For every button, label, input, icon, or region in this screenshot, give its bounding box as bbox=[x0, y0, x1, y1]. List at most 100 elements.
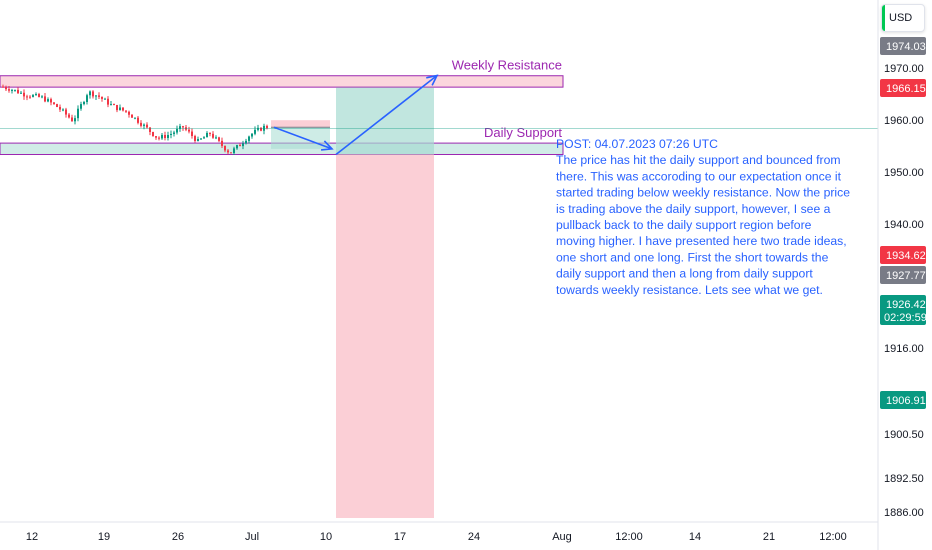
annotation-line: there. This was accoroding to our expect… bbox=[556, 169, 842, 183]
candle-body bbox=[86, 95, 88, 103]
annotation-line: POST: 04.07.2023 07:26 UTC bbox=[556, 137, 718, 151]
candle-body bbox=[254, 129, 256, 134]
annotation-line: towards weekly resistance. Lets see what… bbox=[556, 283, 823, 297]
candle-body bbox=[191, 131, 193, 137]
candle-body bbox=[230, 152, 232, 154]
candle-body bbox=[197, 139, 199, 141]
price-tag bbox=[880, 391, 926, 409]
price-tag bbox=[880, 295, 926, 325]
candle-body bbox=[248, 136, 250, 141]
long-arrow-head bbox=[426, 74, 439, 86]
short-stop-zone bbox=[271, 120, 330, 128]
weekly-resistance-label: Weekly Resistance bbox=[452, 58, 562, 73]
price-tag-value: 1966.15 bbox=[886, 83, 926, 95]
price-tag bbox=[880, 246, 926, 264]
candle-body bbox=[38, 94, 40, 97]
candle-body bbox=[119, 107, 121, 111]
short-arrow bbox=[273, 126, 333, 150]
candle-body bbox=[113, 104, 115, 106]
candle-body bbox=[44, 96, 46, 102]
candle-body bbox=[194, 136, 196, 141]
annotation-line: daily support and then a long from daily… bbox=[556, 267, 813, 281]
x-tick-label: 26 bbox=[172, 531, 184, 543]
currency-button[interactable]: USD bbox=[881, 4, 925, 32]
candle-body bbox=[50, 99, 52, 103]
price-tag-value: 1934.62 bbox=[886, 250, 926, 262]
candle-body bbox=[71, 117, 73, 122]
candle-body bbox=[209, 132, 211, 134]
candle-body bbox=[53, 102, 55, 105]
x-tick-label: 17 bbox=[394, 531, 406, 543]
candle-body bbox=[107, 98, 109, 105]
candle-body bbox=[89, 91, 91, 96]
x-tick-label: 19 bbox=[98, 531, 110, 543]
daily-support-label: Daily Support bbox=[484, 125, 562, 140]
candle-body bbox=[104, 98, 106, 100]
x-tick-label: Jul bbox=[245, 531, 259, 543]
candle-body bbox=[110, 104, 112, 106]
y-tick-label: 1916.00 bbox=[884, 343, 924, 355]
currency-indicator bbox=[882, 5, 885, 31]
price-tag-value: 1926.42 bbox=[886, 299, 926, 311]
candle-body bbox=[140, 122, 142, 126]
y-tick-label: 1892.50 bbox=[884, 473, 924, 485]
candle-body bbox=[77, 108, 79, 119]
long-arrow bbox=[335, 74, 438, 156]
weekly-resistance-zone bbox=[0, 75, 564, 88]
candles-layer bbox=[2, 84, 268, 156]
annotation-line: moving higher. I have presented here two… bbox=[556, 234, 847, 248]
candle-body bbox=[227, 150, 229, 153]
candle-body bbox=[143, 124, 145, 126]
candle-body bbox=[158, 137, 160, 139]
candle-body bbox=[134, 117, 136, 119]
candle-body bbox=[173, 132, 175, 134]
candle-body bbox=[221, 140, 223, 146]
candle-body bbox=[215, 137, 217, 139]
candle-body bbox=[266, 125, 268, 129]
candle-body bbox=[239, 145, 241, 147]
candle-body bbox=[26, 96, 28, 98]
price-tag-value: 1906.91 bbox=[886, 395, 926, 407]
candle-body bbox=[68, 114, 70, 118]
candle-body bbox=[20, 92, 22, 94]
candle-body bbox=[83, 102, 85, 105]
candle-body bbox=[179, 126, 181, 129]
candle-body bbox=[245, 140, 247, 144]
candle-body bbox=[176, 128, 178, 133]
candle-body bbox=[5, 87, 7, 90]
candle-body bbox=[32, 95, 34, 97]
x-tick-label: 10 bbox=[320, 531, 332, 543]
candle-body bbox=[23, 92, 25, 97]
candle-body bbox=[155, 136, 157, 138]
candle-body bbox=[59, 106, 61, 110]
candle-body bbox=[29, 96, 31, 98]
x-tick-label: Aug bbox=[552, 531, 572, 543]
long-stop-zone bbox=[336, 154, 434, 518]
candle-body bbox=[17, 89, 19, 94]
candle-body bbox=[188, 129, 190, 132]
candle-body bbox=[233, 148, 235, 153]
y-tick-label: 1950.00 bbox=[884, 167, 924, 179]
candle-body bbox=[167, 134, 169, 138]
candle-body bbox=[152, 131, 154, 137]
candle-body bbox=[260, 127, 262, 131]
annotation-note: POST: 04.07.2023 07:26 UTC The price has … bbox=[556, 137, 850, 297]
x-tick-label: 12:00 bbox=[819, 531, 847, 543]
candle-body bbox=[116, 105, 118, 111]
candle-body bbox=[101, 96, 103, 99]
annotation-line: is trading above the daily support, howe… bbox=[556, 202, 831, 216]
candle-body bbox=[41, 96, 43, 98]
x-tick-label: 12 bbox=[26, 531, 38, 543]
candle-body bbox=[263, 125, 265, 131]
x-tick-label: 12:00 bbox=[615, 531, 643, 543]
price-tag bbox=[880, 79, 926, 97]
y-tick-label: 1970.00 bbox=[884, 63, 924, 75]
candle-body bbox=[92, 91, 94, 97]
candle-body bbox=[224, 145, 226, 151]
candle-body bbox=[35, 94, 37, 96]
candle-body bbox=[170, 133, 172, 135]
price-tag-value: 1974.03 bbox=[886, 41, 926, 53]
annotation-line: started trading below weekly resistance.… bbox=[556, 186, 850, 200]
positions-layer bbox=[271, 87, 434, 518]
